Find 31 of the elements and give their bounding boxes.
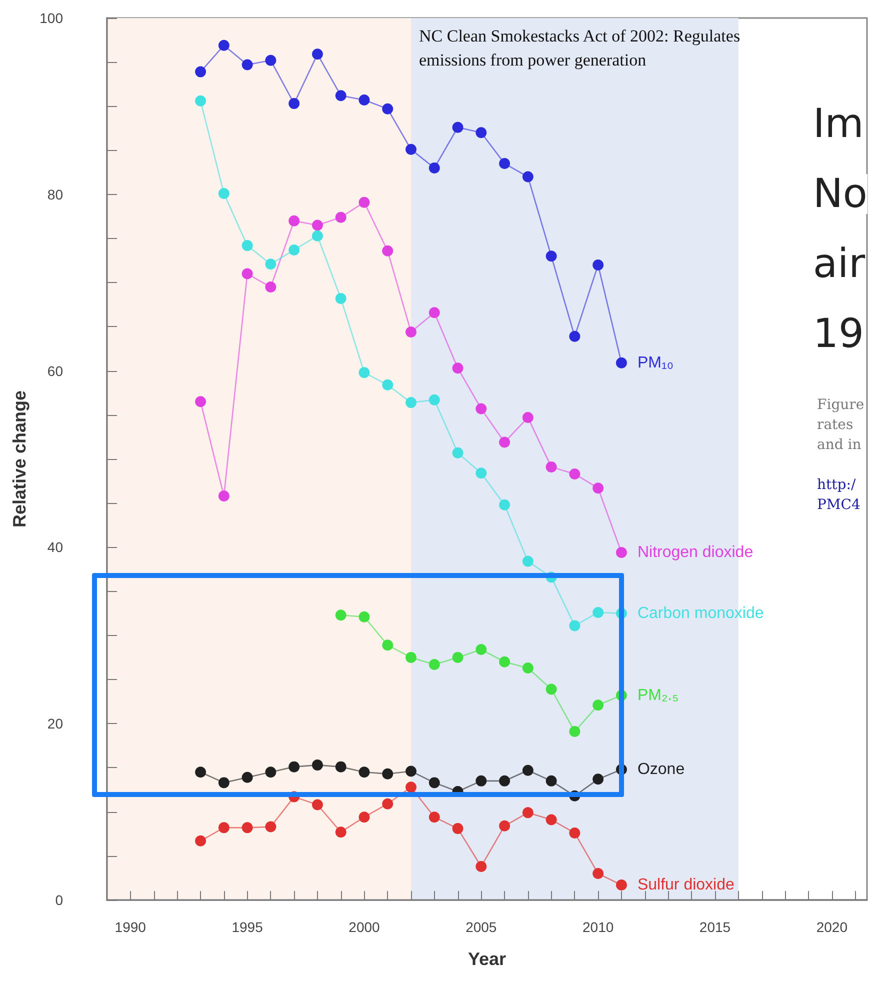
- band-label: NC Clean Smokestacks Act of 2002: Regulates emissions from power generation: [419, 26, 744, 70]
- x-tick-label: 2005: [466, 919, 497, 935]
- series-label: PM₁₀: [637, 354, 674, 372]
- x-tick-label: 1990: [114, 919, 146, 935]
- annotation: and in: [817, 437, 862, 453]
- x-tick-label: 2020: [816, 919, 848, 935]
- y-tick-label: 60: [47, 362, 64, 379]
- annotation: PMC4: [817, 497, 860, 513]
- x-tick-label: 2000: [348, 919, 380, 935]
- x-tick-label: 2010: [582, 919, 614, 935]
- y-axis-title: Relative change: [10, 390, 30, 528]
- y-tick-label: 80: [47, 186, 64, 202]
- y-tick-label: 100: [40, 10, 64, 26]
- x-tick-label: 2015: [699, 919, 731, 935]
- series-label: Nitrogen dioxide: [637, 544, 754, 561]
- series-label: Sulfur dioxide: [637, 876, 735, 894]
- x-axis-title: Year: [468, 949, 506, 969]
- series-label: PM₂.₅: [637, 686, 679, 704]
- annotation: http:/: [817, 477, 856, 493]
- annotation: No: [813, 171, 868, 217]
- y-tick-label: 40: [47, 539, 64, 556]
- annotation: Figure: [817, 397, 864, 413]
- y-tick-label: 0: [55, 892, 64, 908]
- annotation: air: [813, 241, 866, 287]
- y-tick-label: 20: [47, 716, 64, 732]
- series-label: Ozone: [637, 760, 685, 778]
- x-tick-label: 1995: [232, 919, 264, 935]
- annotation: 19: [813, 311, 864, 357]
- series-label: Carbon monoxide: [637, 604, 764, 622]
- annotation: rates: [817, 417, 854, 433]
- annotation: Im: [813, 101, 864, 147]
